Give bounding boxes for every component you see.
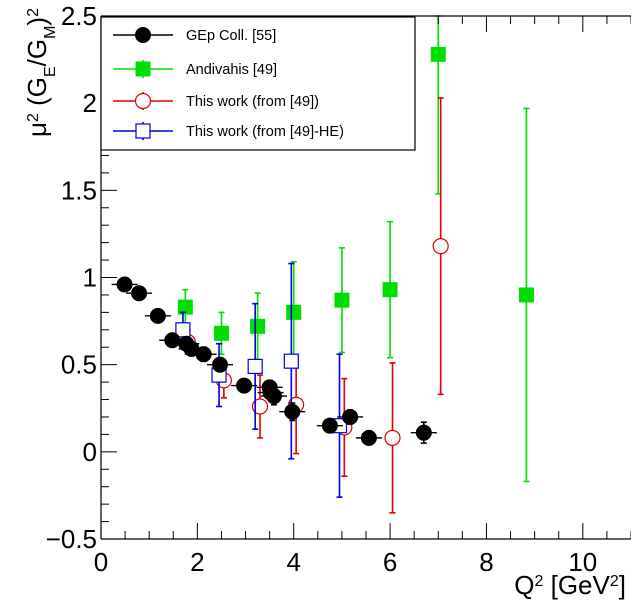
- y-tick-label: 0.5: [61, 350, 97, 380]
- data-point: [342, 408, 359, 425]
- legend-marker: [135, 61, 151, 77]
- y-tick-label: 2: [83, 88, 97, 118]
- y-tick-label: 2.5: [61, 1, 97, 31]
- legend-entry: This work (from [49]-HE): [113, 122, 344, 140]
- data-point: [247, 358, 263, 375]
- data-point: [283, 353, 299, 369]
- data-point: [149, 307, 166, 324]
- data-point: [116, 276, 133, 293]
- data-point: [251, 398, 269, 415]
- x-tick-label: 0: [94, 547, 108, 577]
- data-point: [360, 429, 377, 446]
- data-point: [415, 424, 432, 441]
- x-tick-label: 2: [190, 547, 204, 577]
- legend-marker: [134, 92, 152, 110]
- legend-marker: [135, 123, 151, 139]
- plot-area: [111, 15, 534, 514]
- legend-entry: This work (from [49]): [113, 92, 319, 110]
- data-point: [382, 282, 398, 298]
- legend-label: GEp Coll. [55]: [186, 28, 276, 44]
- data-point: [195, 346, 212, 363]
- data-point: [177, 299, 193, 315]
- legend-label: Andivahis [49]: [186, 62, 277, 78]
- x-tick-label: 4: [286, 547, 300, 577]
- data-point: [430, 46, 446, 62]
- y-tick-label: 1.5: [61, 175, 97, 205]
- data-point: [213, 325, 229, 341]
- legend-label: This work (from [49]): [186, 94, 319, 110]
- data-point: [236, 377, 253, 394]
- data-point: [518, 287, 534, 303]
- data-point: [432, 238, 449, 255]
- y-tick-label: 0: [83, 437, 97, 467]
- y-axis-title: μ2 (GE/GM)2: [22, 8, 59, 137]
- data-point: [164, 332, 181, 349]
- data-point: [334, 292, 350, 308]
- legend-marker: [135, 27, 151, 43]
- data-point: [250, 318, 266, 334]
- legend-entry: GEp Coll. [55]: [113, 27, 276, 44]
- legend-label: This work (from [49]-HE): [186, 124, 344, 140]
- data-point: [286, 304, 302, 320]
- x-tick-label: 10: [568, 547, 597, 577]
- data-point: [265, 388, 282, 405]
- y-tick-label: −0.5: [46, 524, 97, 554]
- series-group: [177, 15, 534, 483]
- data-point: [321, 417, 338, 434]
- x-axis-title: Q2 [GeV2]: [514, 570, 626, 600]
- x-tick-label: 6: [383, 547, 397, 577]
- data-point: [284, 403, 301, 420]
- legend: GEp Coll. [55] Andivahis [49] This work (f…: [100, 16, 416, 151]
- legend-entry: Andivahis [49]: [113, 60, 277, 78]
- data-point: [384, 429, 401, 446]
- x-tick-label: 8: [479, 547, 493, 577]
- data-point: [131, 285, 148, 302]
- legend-box: [100, 16, 416, 151]
- y-tick-label: 1: [83, 263, 97, 293]
- series-group: [111, 276, 437, 446]
- data-point: [212, 356, 229, 373]
